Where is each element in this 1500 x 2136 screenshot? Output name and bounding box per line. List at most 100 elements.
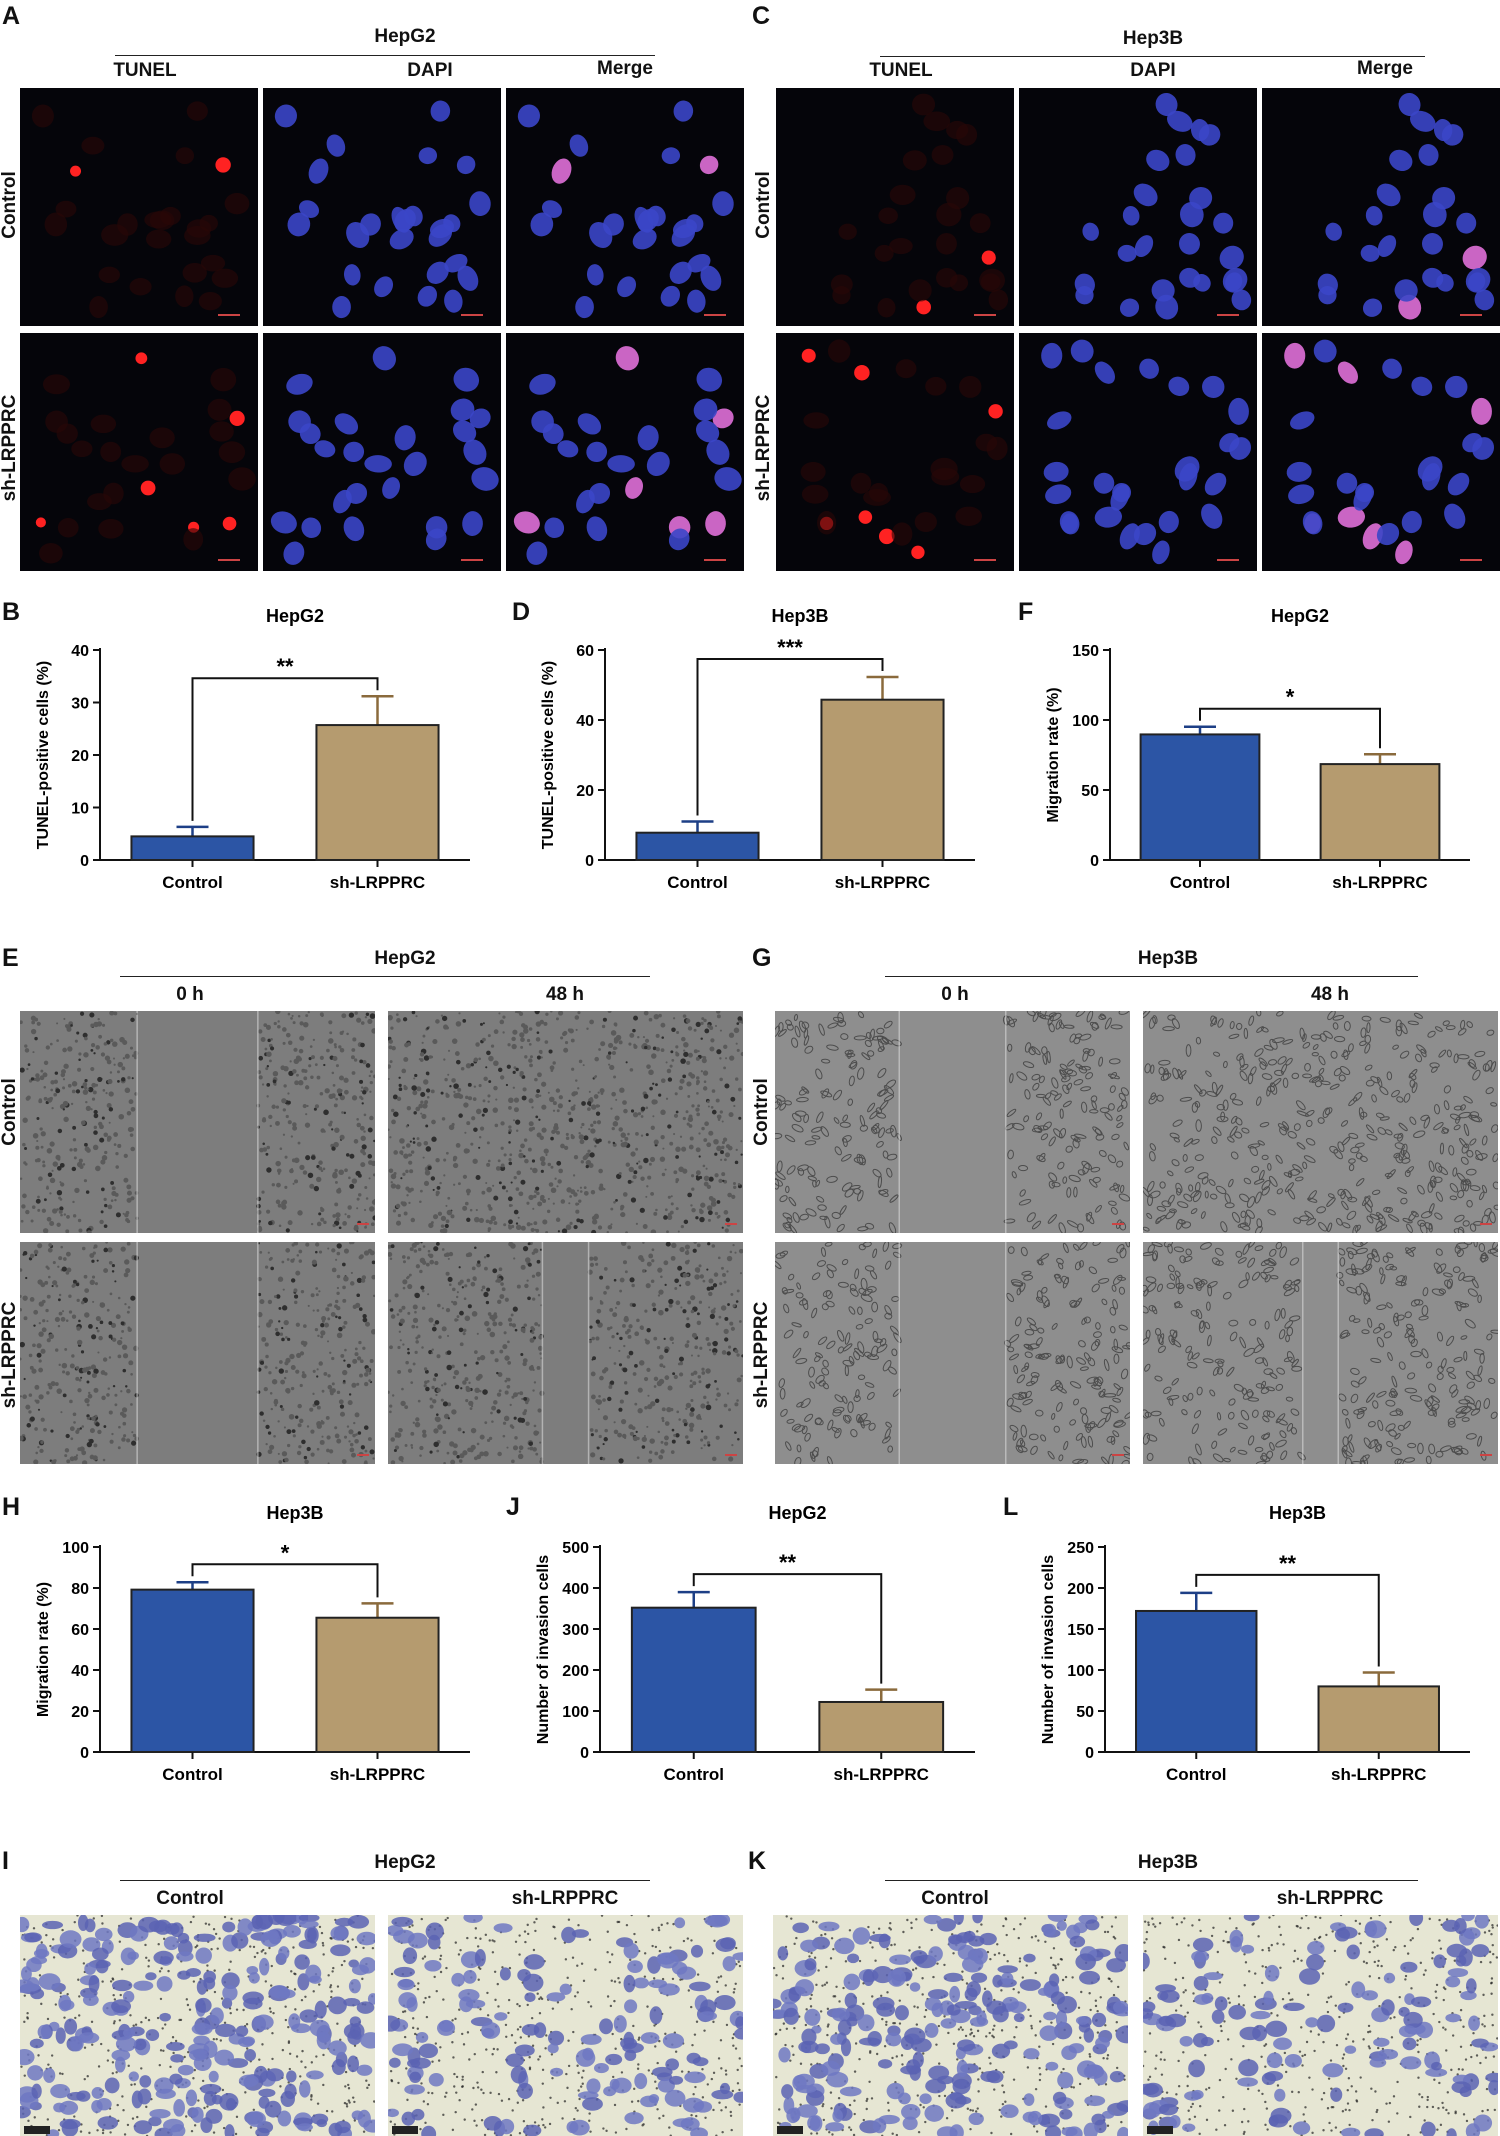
- panel-g-header-rule: [885, 976, 1418, 977]
- y-tick-label: 0: [1090, 853, 1099, 870]
- fluorescence-image-hepg2-control-merge: [506, 88, 744, 326]
- panel-g-col-48h: 48 h: [1310, 984, 1350, 1005]
- y-tick-label: 20: [71, 748, 89, 765]
- significance-bracket: [191, 677, 379, 821]
- significance-label: ***: [777, 635, 803, 660]
- bar-chart-d: Hep3B TUNEL-positive cells (%) 0 20 40 60 Cont…: [540, 606, 975, 892]
- panel-c-cell-line: Hep3B: [1122, 28, 1184, 49]
- bar: [1139, 733, 1261, 861]
- fluorescence-image-hepg2-sh-tunel: [20, 333, 258, 571]
- significance-label: **: [276, 654, 294, 679]
- panel-e-row-sh: sh-LRPPRC: [0, 1301, 20, 1409]
- panel-label-h: H: [2, 1493, 21, 1521]
- significance-bracket: [696, 657, 884, 816]
- panel-i-header-rule: [120, 1880, 650, 1881]
- y-axis-label: Number of invasion cells: [535, 1555, 552, 1744]
- panel-label-a: A: [2, 2, 21, 30]
- bar: [1317, 1685, 1440, 1753]
- panel-label-j: J: [506, 1493, 520, 1521]
- wound-image-hep3b-sh-48h: [1143, 1242, 1498, 1464]
- panel-label-d: D: [512, 598, 531, 626]
- bar: [130, 835, 255, 861]
- bar: [635, 831, 760, 861]
- panel-label-e: E: [2, 944, 19, 972]
- x-tick-label: Control: [667, 873, 727, 892]
- panel-i-cell-line: HepG2: [374, 1852, 436, 1873]
- y-tick-label: 10: [71, 801, 89, 818]
- y-tick-label: 50: [1081, 783, 1099, 800]
- y-tick-label: 40: [71, 1663, 89, 1680]
- wound-image-hep3b-control-48h: [1143, 1011, 1498, 1233]
- panel-label-c: C: [752, 2, 771, 30]
- panel-i-col-sh: sh-LRPPRC: [511, 1888, 619, 1909]
- panel-a-col-tunel: TUNEL: [113, 60, 177, 81]
- fluorescence-image-hepg2-control-dapi: [263, 88, 501, 326]
- bar: [315, 724, 440, 861]
- y-axis-label: Migration rate (%): [1045, 687, 1062, 822]
- y-tick-label: 0: [1085, 1745, 1094, 1762]
- fluorescence-image-hep3b-sh-dapi: [1019, 333, 1257, 571]
- panel-k-col-control: Control: [921, 1888, 989, 1909]
- y-axis-label: Number of invasion cells: [1040, 1555, 1057, 1744]
- x-tick-label: sh-LRPPRC: [1331, 1765, 1426, 1784]
- y-axis-label: TUNEL-positive cells (%): [35, 661, 52, 849]
- chart-title: HepG2: [266, 606, 324, 626]
- panel-k-header-rule: [885, 1880, 1418, 1881]
- y-tick-label: 80: [71, 1581, 89, 1598]
- fluorescence-image-hepg2-control-tunel: [20, 88, 258, 326]
- panel-g-row-sh: sh-LRPPRC: [751, 1301, 772, 1409]
- chart-title: HepG2: [768, 1503, 826, 1523]
- bar: [315, 1616, 440, 1753]
- fluorescence-image-hep3b-control-merge: [1262, 88, 1500, 326]
- bar: [820, 698, 945, 861]
- y-tick-label: 400: [562, 1581, 589, 1598]
- bar: [818, 1700, 945, 1753]
- bar: [630, 1606, 757, 1754]
- x-tick-label: sh-LRPPRC: [330, 873, 425, 892]
- panel-e-col-0h: 0 h: [176, 984, 204, 1005]
- y-tick-label: 50: [1076, 1704, 1094, 1721]
- wound-image-hepg2-control-0h: [20, 1011, 375, 1233]
- fluorescence-image-hepg2-sh-merge: [506, 333, 744, 571]
- y-tick-label: 0: [80, 1745, 89, 1762]
- panel-i-col-control: Control: [156, 1888, 224, 1909]
- significance-bracket: [692, 1573, 883, 1684]
- significance-bracket: [1199, 707, 1381, 749]
- fluorescence-image-hep3b-control-tunel: [776, 88, 1014, 326]
- invasion-image-hep3b-sh: [1143, 1915, 1498, 2136]
- panel-e-cell-line: HepG2: [374, 948, 436, 969]
- y-tick-label: 500: [562, 1540, 589, 1557]
- y-tick-label: 40: [71, 643, 89, 660]
- chart-title: HepG2: [1271, 606, 1329, 626]
- panel-c-header-rule: [880, 56, 1425, 57]
- y-tick-label: 100: [562, 1704, 589, 1721]
- bar: [130, 1588, 255, 1753]
- y-tick-label: 250: [1067, 1540, 1094, 1557]
- y-tick-label: 150: [1072, 643, 1099, 660]
- x-tick-label: Control: [664, 1765, 724, 1784]
- panel-k-col-sh: sh-LRPPRC: [1276, 1888, 1384, 1909]
- bar-chart-h: Hep3B Migration rate (%) 0 20 40 60 80 100 Contr…: [35, 1503, 470, 1784]
- invasion-image-hep3b-control: [773, 1915, 1128, 2136]
- chart-title: Hep3B: [266, 1503, 323, 1523]
- panel-label-g: G: [752, 944, 772, 972]
- panel-a-col-merge: Merge: [597, 58, 653, 79]
- bar: [1319, 763, 1441, 862]
- bar: [1135, 1609, 1258, 1753]
- panel-g-cell-line: Hep3B: [1137, 948, 1199, 969]
- invasion-image-hepg2-control: [20, 1915, 375, 2136]
- panel-c-col-tunel: TUNEL: [869, 60, 933, 81]
- panel-label-f: F: [1018, 598, 1034, 626]
- panel-e-header-rule: [120, 976, 650, 977]
- panel-c-col-merge: Merge: [1357, 58, 1413, 79]
- chart-title: Hep3B: [1269, 1503, 1326, 1523]
- x-tick-label: sh-LRPPRC: [834, 1765, 929, 1784]
- chart-title: Hep3B: [771, 606, 828, 626]
- y-tick-label: 200: [562, 1663, 589, 1680]
- invasion-image-hepg2-sh: [388, 1915, 743, 2136]
- fluorescence-image-hep3b-control-dapi: [1019, 88, 1257, 326]
- bar-chart-b: HepG2 TUNEL-positive cells (%) 0 10 20 30 40 Co…: [35, 606, 470, 892]
- x-tick-label: Control: [1170, 873, 1230, 892]
- x-tick-label: sh-LRPPRC: [1332, 873, 1427, 892]
- y-tick-label: 20: [71, 1704, 89, 1721]
